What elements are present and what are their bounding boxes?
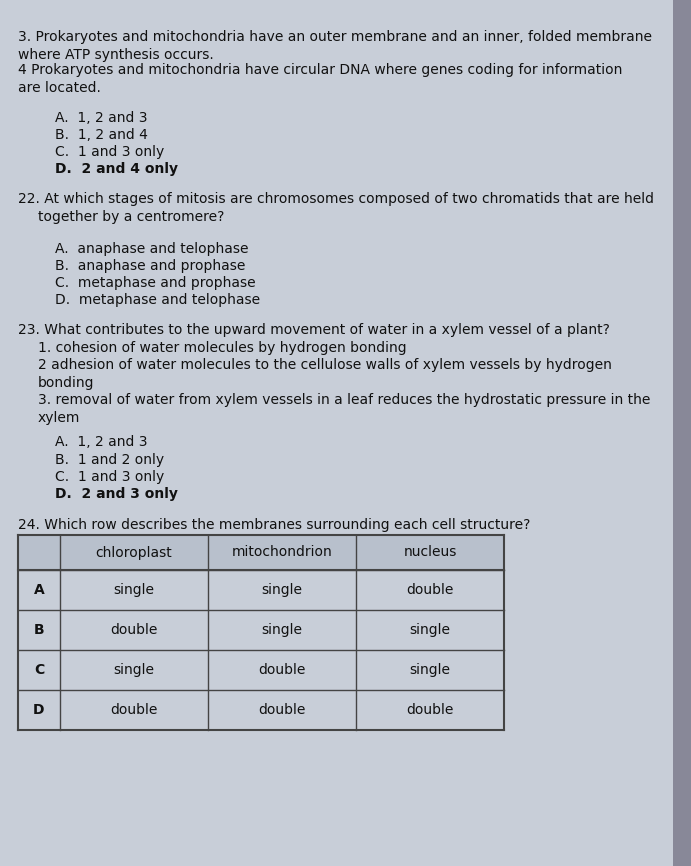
Bar: [208, 535, 356, 570]
Text: C: C: [34, 663, 44, 677]
Text: bonding: bonding: [38, 376, 95, 390]
Text: A.  anaphase and telophase: A. anaphase and telophase: [55, 242, 249, 256]
Bar: [18, 690, 60, 730]
Text: double: double: [258, 703, 305, 717]
Bar: [60, 650, 208, 690]
Bar: [60, 535, 208, 570]
Text: A.  1, 2 and 3: A. 1, 2 and 3: [55, 111, 147, 125]
Bar: [60, 690, 208, 730]
Text: 4 Prokaryotes and mitochondria have circular DNA where genes coding for informat: 4 Prokaryotes and mitochondria have circ…: [18, 63, 623, 77]
Bar: [208, 610, 356, 650]
Text: C.  1 and 3 only: C. 1 and 3 only: [55, 145, 164, 159]
Text: chloroplast: chloroplast: [95, 546, 172, 559]
Text: D: D: [33, 703, 45, 717]
Text: single: single: [410, 663, 451, 677]
Text: 1. cohesion of water molecules by hydrogen bonding: 1. cohesion of water molecules by hydrog…: [38, 341, 406, 355]
Bar: [208, 570, 356, 610]
Text: double: double: [406, 583, 454, 597]
Text: A: A: [34, 583, 44, 597]
Text: B.  anaphase and prophase: B. anaphase and prophase: [55, 259, 245, 273]
Text: C.  metaphase and prophase: C. metaphase and prophase: [55, 276, 256, 290]
Text: 22. At which stages of mitosis are chromosomes composed of two chromatids that a: 22. At which stages of mitosis are chrom…: [18, 192, 654, 206]
Text: D.  2 and 3 only: D. 2 and 3 only: [55, 487, 178, 501]
Text: nucleus: nucleus: [404, 546, 457, 559]
Text: A.  1, 2 and 3: A. 1, 2 and 3: [55, 435, 147, 449]
Text: B.  1, 2 and 4: B. 1, 2 and 4: [55, 128, 148, 142]
Text: single: single: [261, 623, 303, 637]
Text: single: single: [113, 663, 155, 677]
Bar: [356, 650, 504, 690]
Bar: [356, 690, 504, 730]
Text: single: single: [410, 623, 451, 637]
Bar: [18, 650, 60, 690]
Text: are located.: are located.: [18, 81, 101, 95]
Bar: [60, 610, 208, 650]
Bar: [673, 0, 691, 866]
Bar: [18, 610, 60, 650]
Text: 23. What contributes to the upward movement of water in a xylem vessel of a plan: 23. What contributes to the upward movem…: [18, 323, 610, 337]
Text: 3. removal of water from xylem vessels in a leaf reduces the hydrostatic pressur: 3. removal of water from xylem vessels i…: [38, 393, 650, 407]
Text: mitochondrion: mitochondrion: [231, 546, 332, 559]
Bar: [356, 610, 504, 650]
Text: B.  1 and 2 only: B. 1 and 2 only: [55, 453, 164, 467]
Text: D.  metaphase and telophase: D. metaphase and telophase: [55, 293, 260, 307]
Bar: [208, 650, 356, 690]
Text: B: B: [34, 623, 44, 637]
Text: D.  2 and 4 only: D. 2 and 4 only: [55, 162, 178, 176]
Text: C.  1 and 3 only: C. 1 and 3 only: [55, 470, 164, 484]
Bar: [208, 690, 356, 730]
Text: double: double: [258, 663, 305, 677]
Bar: [60, 570, 208, 610]
Text: single: single: [261, 583, 303, 597]
Text: 3. Prokaryotes and mitochondria have an outer membrane and an inner, folded memb: 3. Prokaryotes and mitochondria have an …: [18, 30, 652, 44]
Bar: [356, 570, 504, 610]
Text: together by a centromere?: together by a centromere?: [38, 210, 225, 224]
Text: double: double: [111, 703, 158, 717]
Bar: [356, 535, 504, 570]
Bar: [18, 535, 60, 570]
Text: 2 adhesion of water molecules to the cellulose walls of xylem vessels by hydroge: 2 adhesion of water molecules to the cel…: [38, 358, 612, 372]
Text: double: double: [406, 703, 454, 717]
Text: xylem: xylem: [38, 411, 80, 425]
Text: single: single: [113, 583, 155, 597]
Text: 24. Which row describes the membranes surrounding each cell structure?: 24. Which row describes the membranes su…: [18, 518, 531, 532]
Text: double: double: [111, 623, 158, 637]
Text: where ATP synthesis occurs.: where ATP synthesis occurs.: [18, 48, 214, 62]
Bar: [18, 570, 60, 610]
